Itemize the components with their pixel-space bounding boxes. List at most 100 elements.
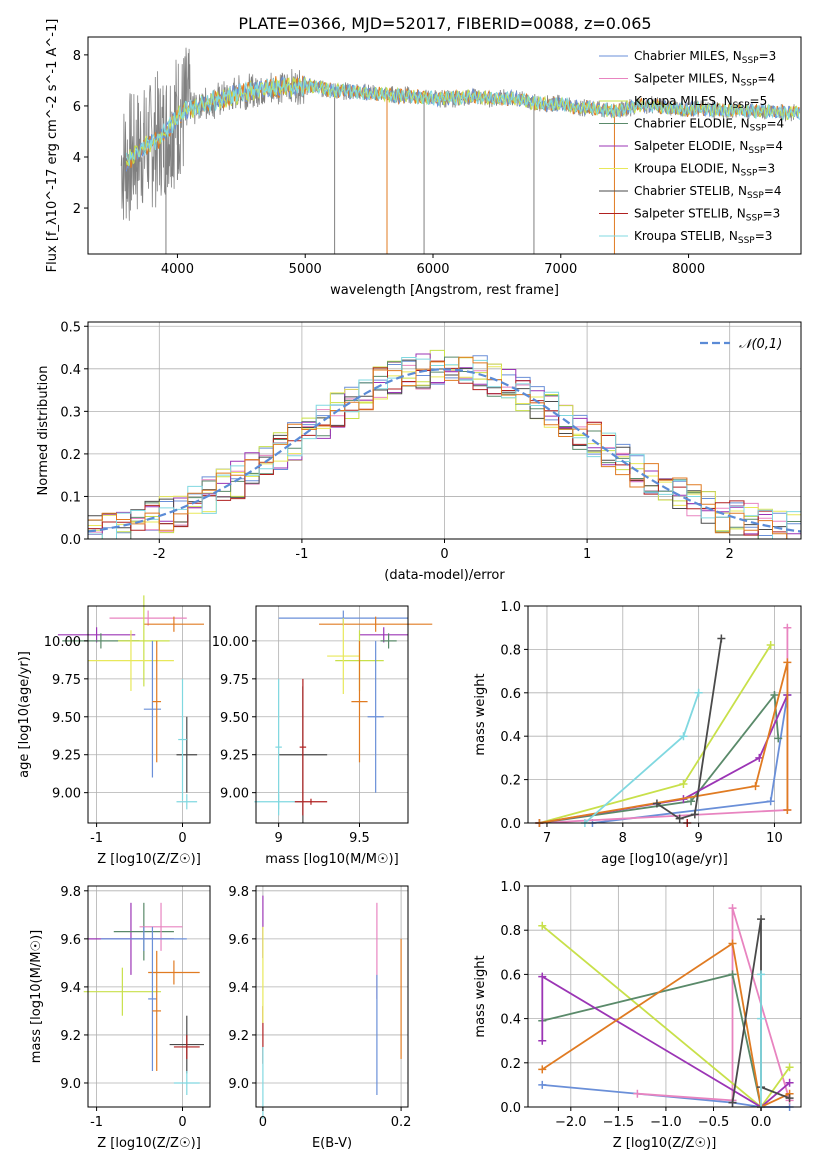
axes-frame: [87, 36, 802, 255]
axes-frame: [87, 605, 211, 824]
y-tick-label: 0.3: [60, 405, 81, 420]
y-tick-label: 9.00: [52, 787, 81, 802]
legend-name: Kroupa MILES, N: [634, 94, 733, 108]
weight-marker: [785, 1094, 794, 1103]
legend-label: Kroupa ELODIE, NSSP=3: [634, 162, 775, 179]
weight-marker: [757, 1014, 766, 1023]
weight-marker: [766, 641, 775, 650]
y-tick-label: 10.00: [44, 635, 81, 650]
legend-label: Kroupa STELIB, NSSP=3: [634, 229, 772, 246]
legend-nssp: =3: [757, 162, 775, 176]
weight-marker: [785, 1078, 794, 1087]
weight-marker: [774, 734, 783, 743]
legend-nssp: =4: [765, 139, 783, 153]
y-axis-label: mass weight: [473, 673, 488, 755]
weight-marker: [675, 814, 684, 823]
weight-marker: [783, 623, 792, 632]
x-tick-label: −0.5: [698, 1115, 730, 1130]
x-tick-label: 0.2: [391, 1115, 412, 1130]
y-tick-label: 4: [73, 151, 81, 166]
y-axis-label: Flux [f_λ10^-17 erg cm^-2 s^-1 A^-1]: [45, 19, 60, 273]
x-tick-label: −2.0: [555, 1115, 587, 1130]
plot-area: [262, 895, 402, 1120]
weight-marker: [538, 1036, 547, 1045]
x-axis-label: wavelength [Angstrom, rest frame]: [330, 283, 559, 298]
legend-nssp: =4: [764, 184, 782, 198]
legend-sub: SSP: [742, 56, 759, 66]
x-axis-label: (data-model)/error: [384, 568, 505, 583]
weight-marker: [538, 1065, 547, 1074]
y-axis-label: age [log10(age/yr)]: [17, 651, 32, 778]
weight-marker: [728, 939, 737, 948]
weight-marker: [783, 805, 792, 814]
x-tick-label: 0.0: [751, 1115, 772, 1130]
x-tick-label: 0: [178, 1115, 186, 1130]
histogram-axes: -2 -1 0 1 2 0.0 0.1 0.2 0.3 0.4 0.5 (data-model)/er…: [36, 320, 802, 583]
legend-name: Salpeter STELIB, N: [634, 207, 746, 221]
y-tick-label: 0.1: [60, 490, 81, 505]
y-tick-label: 0.0: [500, 1101, 521, 1116]
legend-name: Chabrier ELODIE, N: [634, 117, 750, 131]
axes-frame: [527, 605, 802, 824]
legend-label: Salpeter STELIB, NSSP=3: [634, 207, 780, 224]
y-tick-label: 9.6: [228, 933, 249, 948]
x-tick-label: 1: [583, 547, 591, 562]
plot-area: [57, 595, 204, 810]
legend-sub: SSP: [748, 146, 765, 156]
weight-marker: [690, 810, 699, 819]
legend-name: Salpeter ELODIE, N: [634, 139, 748, 153]
y-tick-label: 0.4: [500, 730, 521, 745]
y-axis-label: mass weight: [473, 955, 488, 1037]
mass-ebv-axes: 0 0.2 9.0 9.2 9.4 9.6 9.8 E(B-V): [228, 885, 411, 1151]
weight-marker: [538, 921, 547, 930]
weight-line: [541, 975, 791, 1109]
x-tick-label: -1: [295, 547, 308, 562]
y-tick-label: 9.8: [228, 885, 249, 900]
x-tick-label: 10: [766, 831, 783, 846]
x-tick-label: 9: [274, 831, 282, 846]
weight-marker: [766, 797, 775, 806]
y-tick-label: 10.00: [212, 635, 249, 650]
y-tick-label: 9.8: [60, 885, 81, 900]
legend-label: Chabrier MILES, NSSP=3: [634, 49, 776, 66]
weight-marker: [633, 1089, 642, 1098]
legend-name: Salpeter MILES, N: [634, 72, 741, 86]
y-tick-label: 2: [73, 202, 81, 217]
x-tick-label: 8: [619, 831, 627, 846]
weight-marker: [694, 688, 703, 697]
y-tick-label: 9.0: [228, 1077, 249, 1092]
plot-area: [535, 623, 792, 827]
histogram-step: [88, 349, 801, 539]
weight-line: [539, 644, 772, 824]
legend-name: Chabrier MILES, N: [634, 49, 742, 63]
y-tick-label: 9.50: [220, 711, 249, 726]
y-tick-label: 0.5: [60, 320, 81, 335]
weight-marker: [728, 904, 737, 913]
y-tick-label: 9.2: [228, 1029, 249, 1044]
legend-sub: SSP: [741, 169, 758, 179]
x-tick-label: 9: [694, 831, 702, 846]
y-tick-label: 0.0: [60, 533, 81, 548]
legend-nssp: =3: [759, 49, 777, 63]
weight-line: [539, 662, 789, 824]
y-tick-label: 0.0: [500, 817, 521, 832]
y-tick-label: 1.0: [500, 600, 521, 615]
x-tick-label: 7000: [544, 262, 577, 277]
figure-title: PLATE=0366, MJD=52017, FIBERID=0088, z=0…: [238, 14, 651, 33]
weight-z-axes: −2.0 −1.5 −1.0 −0.5 0.0 0.0 0.2 0.4 0.6 0.8 1.0 Z […: [473, 880, 802, 1151]
legend-sub: SSP: [738, 236, 755, 246]
y-tick-label: 9.2: [60, 1029, 81, 1044]
weight-marker: [757, 970, 766, 979]
axes-frame: [255, 605, 409, 824]
x-axis-label: E(B-V): [312, 1136, 352, 1151]
y-tick-label: 0.8: [500, 924, 521, 939]
y-tick-label: 9.4: [228, 981, 249, 996]
weight-marker: [687, 797, 696, 806]
y-tick-label: 0.6: [500, 968, 521, 983]
legend-nssp: =4: [766, 117, 784, 131]
y-axis-label: Normed distribution: [36, 366, 51, 496]
x-axis-label: Z [log10(Z/Z☉)]: [97, 852, 201, 867]
